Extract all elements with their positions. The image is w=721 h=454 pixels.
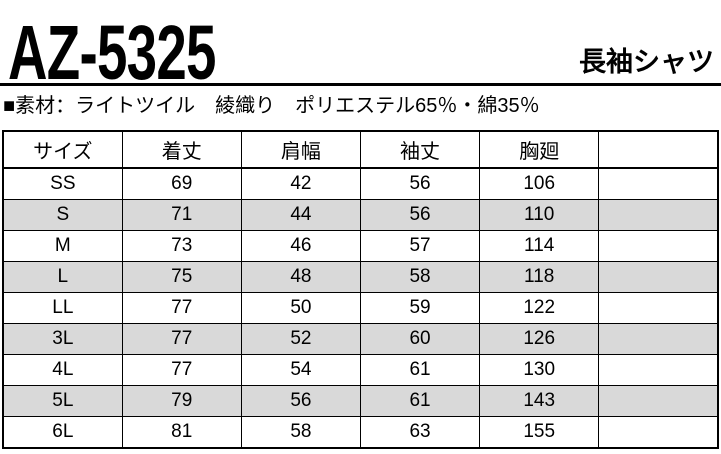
cell-empty xyxy=(598,416,719,449)
cell-size: 3L xyxy=(2,323,123,355)
cell-size: 5L xyxy=(2,385,123,417)
cell-shoulder-width: 58 xyxy=(240,416,361,449)
cell-body-length: 69 xyxy=(121,167,242,200)
cell-body-length: 77 xyxy=(121,292,242,324)
table-row-5l: 5L 79 56 61 143 xyxy=(2,385,719,417)
product-name: 長袖シャツ xyxy=(579,47,714,77)
cell-empty xyxy=(598,292,719,324)
cell-empty xyxy=(598,261,719,293)
col-header-empty xyxy=(598,130,719,169)
cell-sleeve-length: 59 xyxy=(359,292,481,324)
cell-chest: 126 xyxy=(479,323,600,355)
cell-body-length: 81 xyxy=(121,416,242,449)
cell-sleeve-length: 61 xyxy=(359,385,481,417)
cell-empty xyxy=(598,167,719,200)
material-line: ■素材：ライトツイル 綾織り ポリエステル65％・綿35％ xyxy=(3,95,540,117)
cell-shoulder-width: 44 xyxy=(240,199,361,231)
table-row-ll: LL 77 50 59 122 xyxy=(2,292,719,324)
cell-body-length: 75 xyxy=(121,261,242,293)
col-header-shoulder-width: 肩幅 xyxy=(240,130,361,169)
table-row-m: M 73 46 57 114 xyxy=(2,230,719,262)
cell-body-length: 73 xyxy=(121,230,242,262)
cell-chest: 114 xyxy=(479,230,600,262)
cell-shoulder-width: 48 xyxy=(240,261,361,293)
cell-chest: 155 xyxy=(479,416,600,449)
cell-sleeve-length: 61 xyxy=(359,354,481,386)
cell-shoulder-width: 52 xyxy=(240,323,361,355)
cell-empty xyxy=(598,199,719,231)
size-table-header-row: サイズ 着丈 肩幅 袖丈 胸廻 xyxy=(2,130,719,169)
cell-body-length: 71 xyxy=(121,199,242,231)
cell-chest: 122 xyxy=(479,292,600,324)
cell-chest: 130 xyxy=(479,354,600,386)
cell-shoulder-width: 42 xyxy=(240,167,361,200)
cell-size: 4L xyxy=(2,354,123,386)
size-table: サイズ 着丈 肩幅 袖丈 胸廻 SS 69 42 56 106 S 71 44 … xyxy=(2,130,719,449)
product-code-title: AZ-5325 xyxy=(8,10,216,96)
cell-sleeve-length: 60 xyxy=(359,323,481,355)
cell-sleeve-length: 56 xyxy=(359,167,481,200)
col-header-sleeve-length: 袖丈 xyxy=(359,130,481,169)
cell-shoulder-width: 54 xyxy=(240,354,361,386)
cell-empty xyxy=(598,323,719,355)
col-header-size: サイズ xyxy=(2,130,123,169)
cell-body-length: 77 xyxy=(121,323,242,355)
title-divider xyxy=(0,83,721,86)
cell-chest: 118 xyxy=(479,261,600,293)
cell-size: SS xyxy=(2,167,123,200)
cell-chest: 106 xyxy=(479,167,600,200)
cell-body-length: 77 xyxy=(121,354,242,386)
cell-size: S xyxy=(2,199,123,231)
table-row-l: L 75 48 58 118 xyxy=(2,261,719,293)
cell-body-length: 79 xyxy=(121,385,242,417)
col-header-chest: 胸廻 xyxy=(479,130,600,169)
cell-size: L xyxy=(2,261,123,293)
table-row-4l: 4L 77 54 61 130 xyxy=(2,354,719,386)
cell-sleeve-length: 56 xyxy=(359,199,481,231)
table-row-6l: 6L 81 58 63 155 xyxy=(2,416,719,449)
cell-size: LL xyxy=(2,292,123,324)
cell-empty xyxy=(598,385,719,417)
cell-chest: 143 xyxy=(479,385,600,417)
col-header-body-length: 着丈 xyxy=(121,130,242,169)
cell-sleeve-length: 57 xyxy=(359,230,481,262)
table-row-s: S 71 44 56 110 xyxy=(2,199,719,231)
cell-size: 6L xyxy=(2,416,123,449)
cell-chest: 110 xyxy=(479,199,600,231)
cell-shoulder-width: 50 xyxy=(240,292,361,324)
table-row-3l: 3L 77 52 60 126 xyxy=(2,323,719,355)
cell-empty xyxy=(598,230,719,262)
cell-sleeve-length: 63 xyxy=(359,416,481,449)
table-row-ss: SS 69 42 56 106 xyxy=(2,167,719,200)
cell-shoulder-width: 46 xyxy=(240,230,361,262)
cell-sleeve-length: 58 xyxy=(359,261,481,293)
cell-empty xyxy=(598,354,719,386)
cell-size: M xyxy=(2,230,123,262)
cell-shoulder-width: 56 xyxy=(240,385,361,417)
